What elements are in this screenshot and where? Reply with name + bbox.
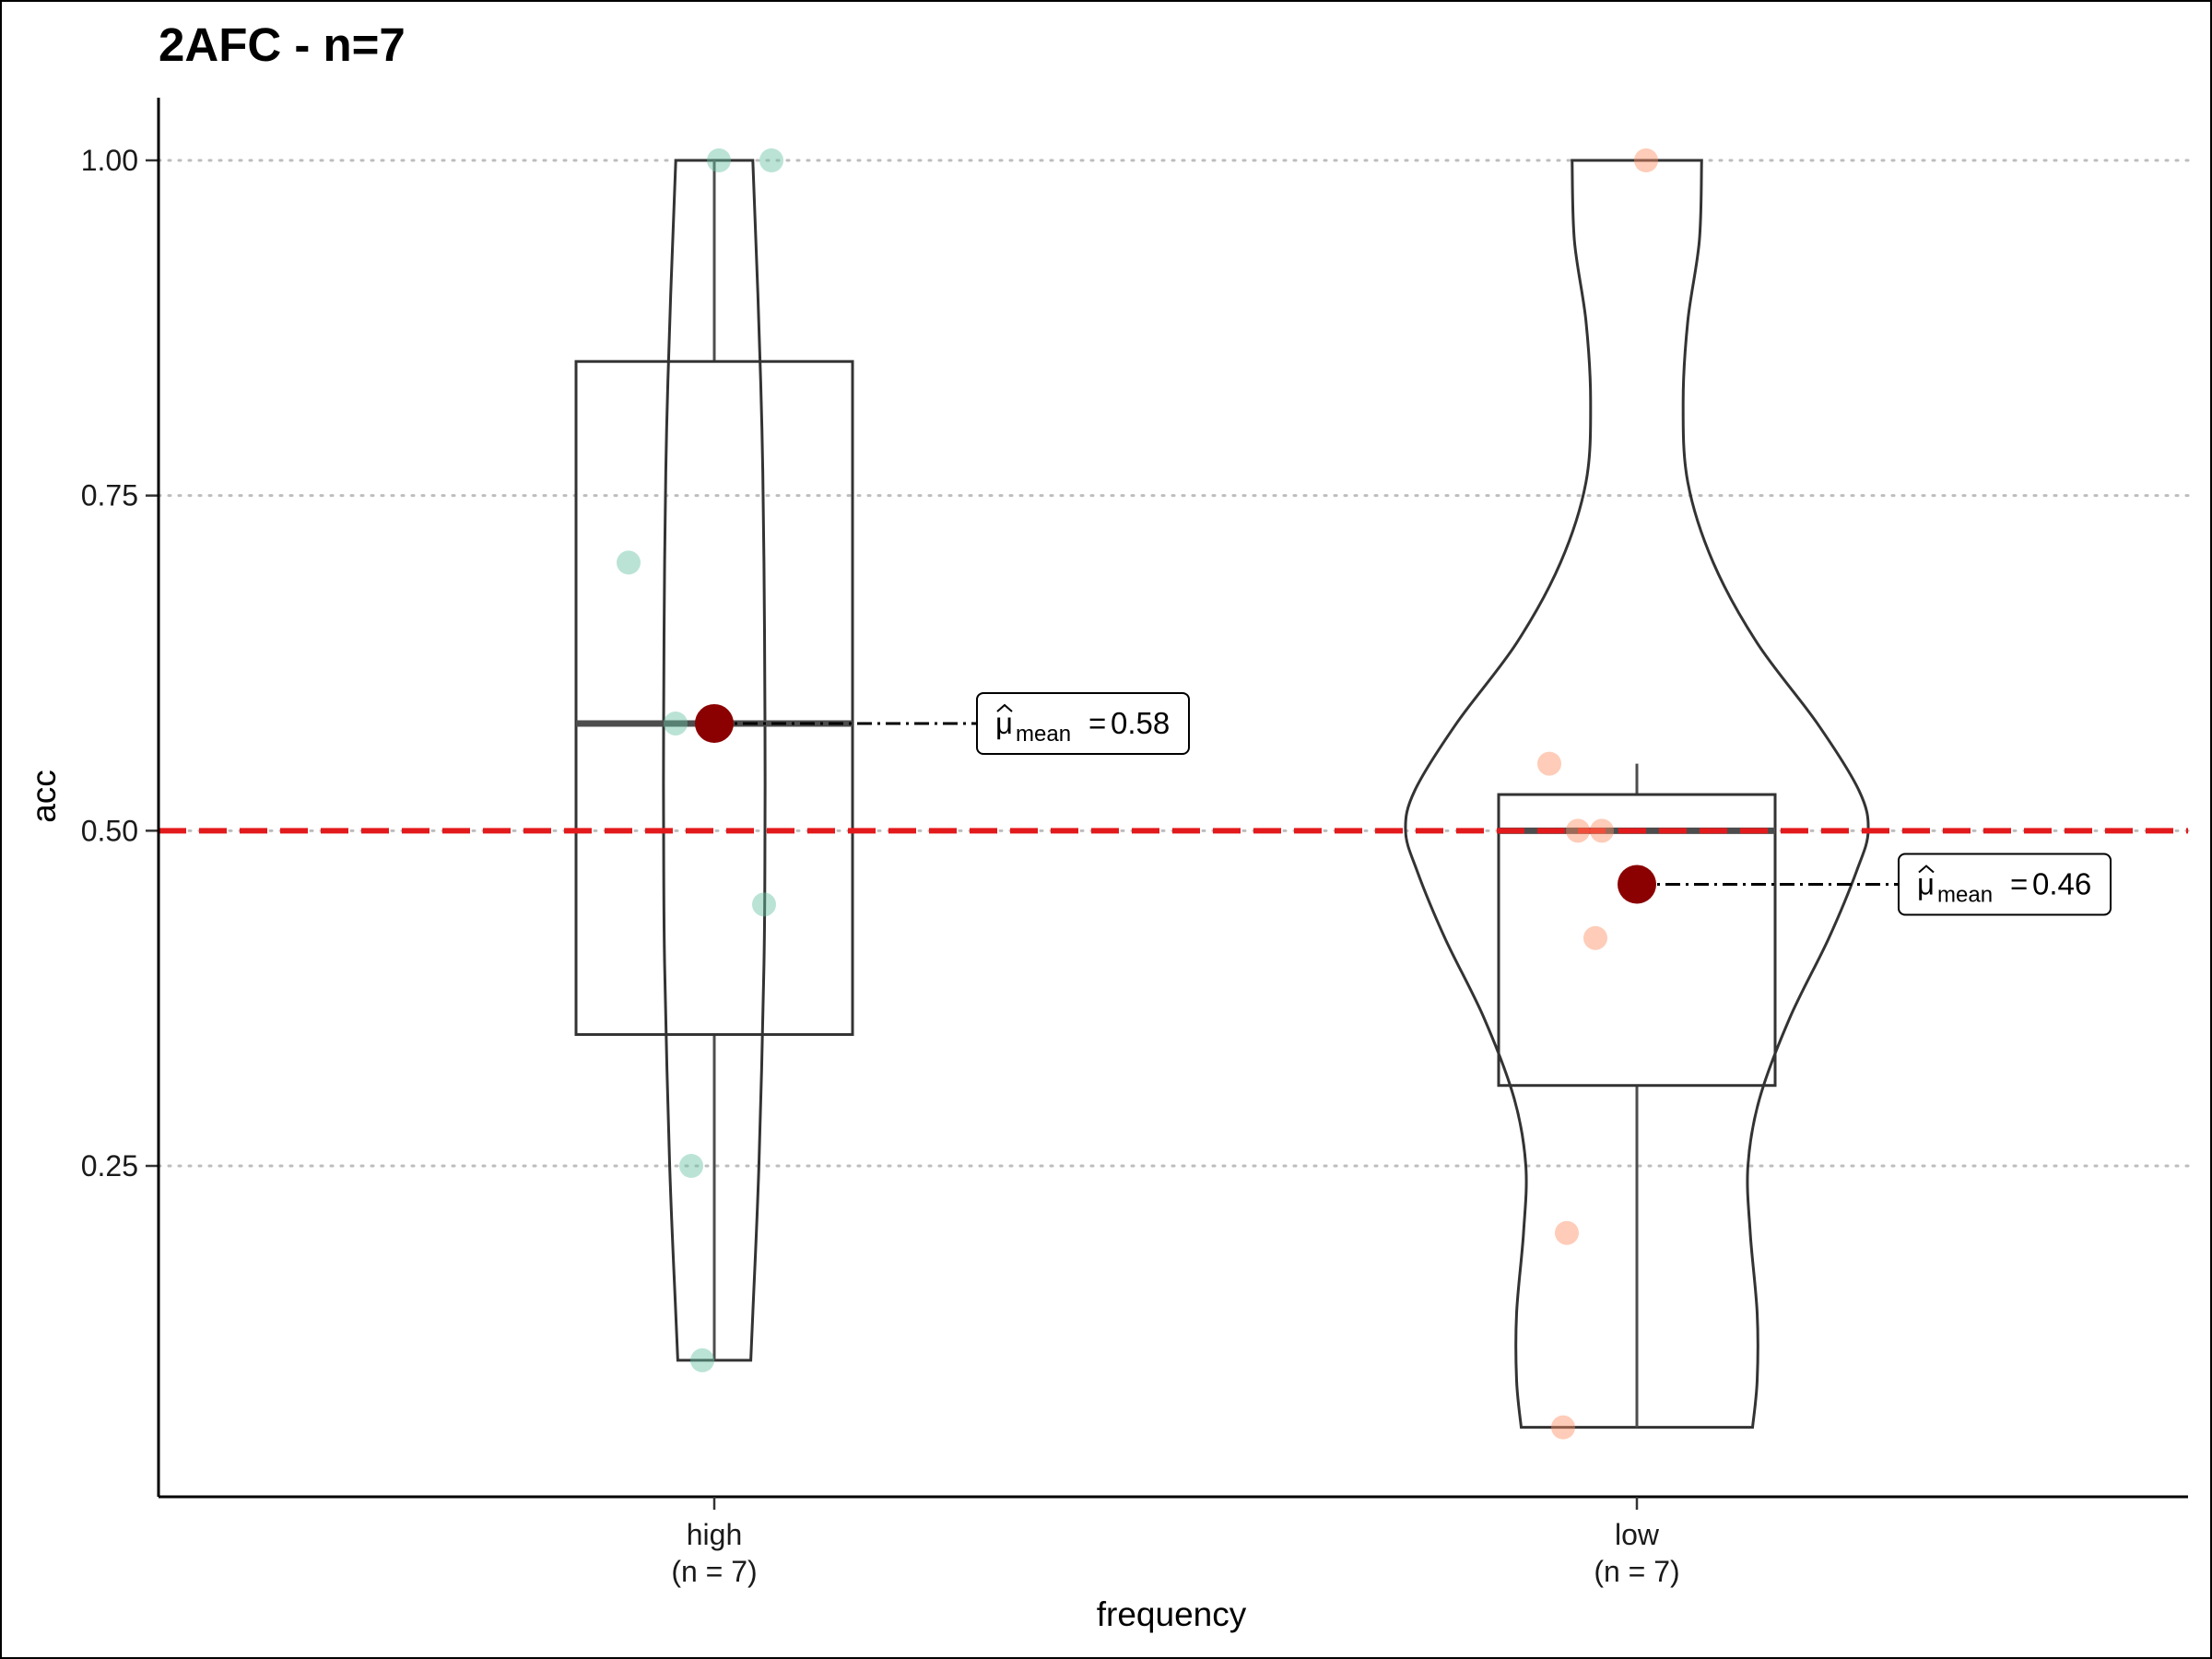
gridlines [157, 159, 2190, 1168]
data-point [759, 148, 783, 172]
y-tick-label: 1.00 [81, 144, 138, 177]
y-tick-label: 0.25 [81, 1149, 138, 1182]
violins [662, 159, 1870, 1430]
x-tick-n-label: (n = 7) [1594, 1555, 1679, 1588]
mean-label: μ mean = 0.58 [976, 691, 1190, 755]
mean-label-box [976, 691, 1190, 755]
mean-equals: = [1088, 706, 1106, 740]
violin-high [662, 159, 767, 1362]
data-points [617, 148, 1658, 1440]
x-tick-label: high [687, 1518, 743, 1551]
data-point [690, 1347, 714, 1372]
chart-title: 2AFC - n=7 [159, 18, 406, 71]
box-low [1497, 793, 1777, 1088]
data-point [664, 711, 688, 735]
mean-value: 0.46 [2032, 867, 2091, 901]
box-high [574, 359, 854, 1036]
x-tick-n-label: (n = 7) [671, 1555, 757, 1588]
data-point [1566, 818, 1590, 843]
mean-value: 0.58 [1111, 706, 1170, 740]
violin-low [1404, 159, 1870, 1430]
mean-equals: = [2010, 867, 2028, 901]
mean-symbol: μ [995, 706, 1013, 740]
mean-point [695, 703, 734, 743]
y-tick-label: 0.50 [81, 814, 138, 847]
mean-hat [1918, 865, 1935, 874]
data-point [617, 550, 641, 575]
data-point [752, 892, 776, 917]
y-axis-title: acc [25, 770, 63, 823]
mean-symbol: μ [1917, 867, 1935, 901]
data-point [707, 148, 731, 172]
mean-label: μ mean = 0.46 [1898, 853, 2112, 916]
data-point [1537, 751, 1561, 776]
data-point [1634, 148, 1658, 172]
mean-label-box [1898, 853, 2112, 916]
axes: 0.25 0.50 0.75 1.00 high (n = 7) low (n = 7) [81, 98, 2188, 1588]
mean-hat [996, 703, 1013, 712]
x-axis-title: frequency [1097, 1595, 1247, 1633]
x-tick-label: low [1615, 1518, 1660, 1551]
mean-subscript: mean [1937, 883, 1993, 908]
mean-subscript: mean [1016, 722, 1071, 747]
data-point [1583, 925, 1607, 950]
data-point [1590, 818, 1614, 843]
data-point [679, 1154, 703, 1178]
data-point [1551, 1415, 1575, 1440]
data-point [1555, 1220, 1579, 1245]
mean-markers: μ mean = 0.58μ mean = 0.46 [695, 691, 2112, 916]
y-tick-label: 0.75 [81, 479, 138, 512]
mean-point [1618, 865, 1656, 904]
